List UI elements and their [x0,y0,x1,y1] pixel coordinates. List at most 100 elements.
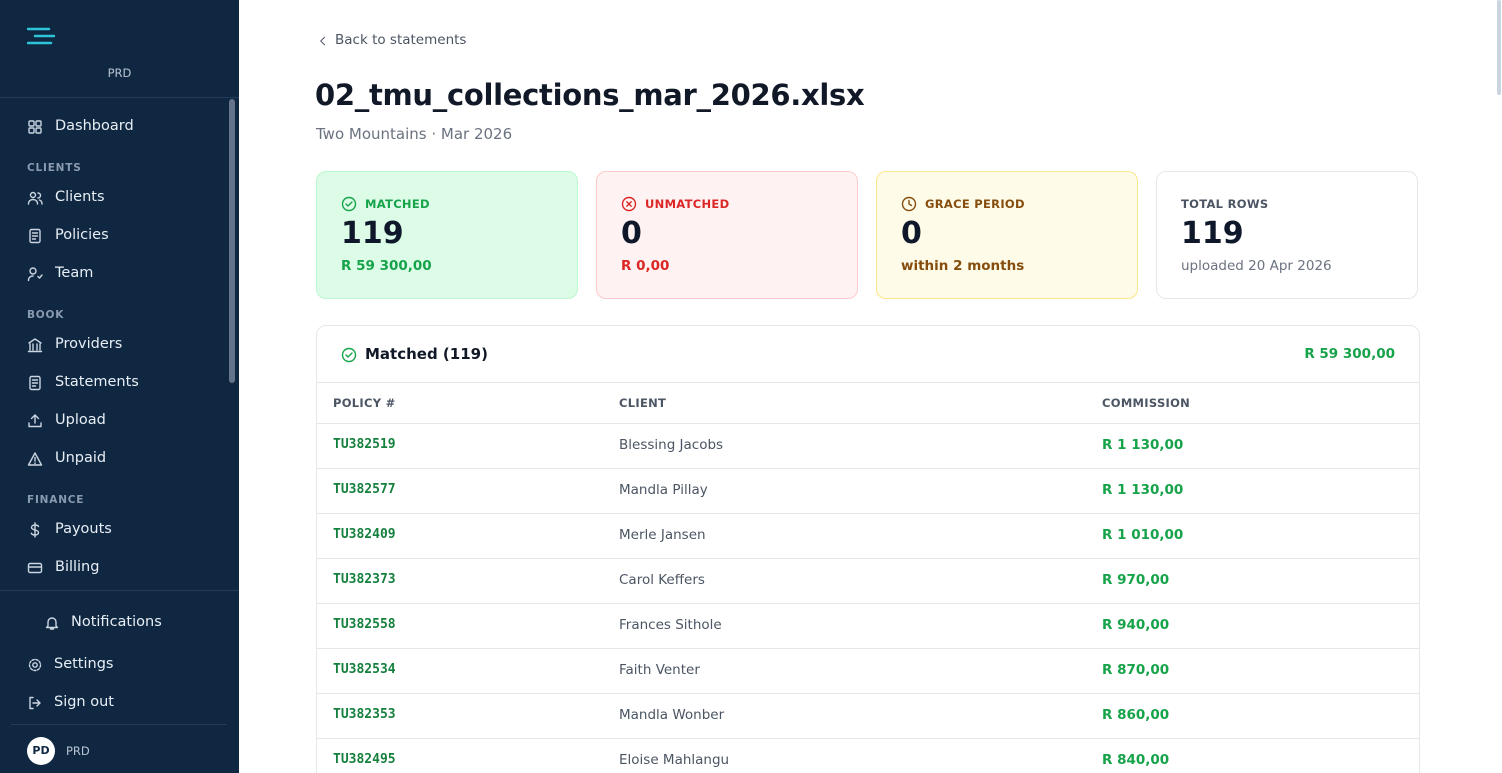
nav-item[interactable]: Clients [55,189,105,205]
row-divider [317,423,1419,424]
card-value: 119 [1181,216,1244,251]
cell: R 870,00 [1102,662,1170,678]
back-link[interactable]: Back to statements [335,32,467,48]
card-value: 0 [621,216,642,251]
policy-link[interactable]: TU382495 [333,752,396,767]
matched-table: Matched (119) R 59 300,00 POLICY # CLIENT CO… [316,325,1420,773]
icon [30,522,40,538]
cell: R 1 130,00 [1102,482,1184,498]
cell: Frances Sithole [619,617,722,633]
cell: R 1 130,00 [1102,437,1184,453]
icon [341,347,357,363]
user-name: PRD [66,744,90,758]
icon [27,267,43,282]
avatar: PD [27,737,55,765]
nav-item[interactable]: Unpaid [55,450,107,466]
nav-item[interactable]: Payouts [55,521,112,537]
footer-item[interactable]: Settings [54,656,114,672]
stat-card: MATCHED 119 R 59 300,00 [316,171,578,299]
column-header: CLIENT [619,396,667,410]
row-divider [317,738,1419,739]
policy-link[interactable]: TU382409 [333,527,396,542]
row-divider [317,603,1419,604]
card-label: TOTAL ROWS [1181,197,1269,211]
section-label: BOOK [27,309,65,321]
nav-item[interactable]: Policies [55,227,109,243]
footer-item[interactable]: Sign out [54,694,114,710]
card-label: MATCHED [365,197,430,211]
cell: Blessing Jacobs [619,437,724,453]
row-divider [317,468,1419,469]
card-detail: within 2 months [901,258,1025,274]
cell: Merle Jansen [619,527,706,543]
cell: R 1 010,00 [1102,527,1184,543]
cell: Faith Venter [619,662,700,678]
cell: Eloise Mahlangu [619,752,730,768]
row-divider [317,382,1419,383]
card-detail: R 59 300,00 [341,258,432,274]
column-header: COMMISSION [1102,396,1191,410]
cell: R 840,00 [1102,752,1170,768]
icon [27,338,43,353]
icon [28,120,42,134]
icon [29,228,41,244]
table-title: Matched (119) [365,345,488,363]
stat-card: GRACE PERIOD 0 within 2 months [876,171,1138,299]
row-divider [317,693,1419,694]
stat-card: TOTAL ROWS 119 uploaded 20 Apr 2026 [1156,171,1418,299]
nav-item[interactable]: Team [55,265,94,281]
card-detail: R 0,00 [621,258,670,274]
page-title: 02_tmu_collections_mar_2026.xlsx [315,78,865,112]
row-divider [317,648,1419,649]
column-header: POLICY # [333,396,396,410]
nav-item[interactable]: Upload [55,412,106,428]
policy-link[interactable]: TU382519 [333,437,396,452]
nav-item[interactable]: Statements [55,374,139,390]
nav-item[interactable]: Billing [55,559,100,575]
policy-link[interactable]: TU382534 [333,662,396,677]
icon [28,414,42,428]
logo [27,27,55,45]
card-detail: uploaded 20 Apr 2026 [1181,258,1332,274]
icon [29,375,41,391]
icon [320,36,326,46]
cell: Mandla Wonber [619,707,725,723]
icon [45,617,59,630]
stat-card: UNMATCHED 0 R 0,00 [596,171,858,299]
icon [27,191,43,205]
table-total: R 59 300,00 [1304,346,1395,362]
nav-item[interactable]: Dashboard [55,118,134,134]
cell: R 940,00 [1102,617,1170,633]
row-divider [317,513,1419,514]
cell: R 970,00 [1102,572,1170,588]
brand: PRD [107,66,132,80]
cell: Carol Keffers [619,572,705,588]
policy-link[interactable]: TU382577 [333,482,396,497]
icon [27,562,43,574]
cell: R 860,00 [1102,707,1170,723]
divider [0,97,239,98]
subtitle: Two Mountains · Mar 2026 [316,125,513,143]
nav-item[interactable]: Providers [55,336,123,352]
policy-link[interactable]: TU382373 [333,572,396,587]
section-label: FINANCE [27,494,85,506]
icon [28,658,42,672]
icon [901,196,917,212]
policy-link[interactable]: TU382353 [333,707,396,722]
card-label: UNMATCHED [645,197,730,211]
divider [0,590,239,591]
icon [29,696,41,710]
page-scrollbar [1497,0,1501,95]
card-value: 0 [901,216,922,251]
footer-item[interactable]: Notifications [71,614,162,630]
policy-link[interactable]: TU382558 [333,617,396,632]
row-divider [317,558,1419,559]
icon [621,196,637,212]
icon [27,452,43,466]
section-label: CLIENTS [27,162,82,174]
card-label: GRACE PERIOD [925,197,1025,211]
cell: Mandla Pillay [619,482,708,498]
